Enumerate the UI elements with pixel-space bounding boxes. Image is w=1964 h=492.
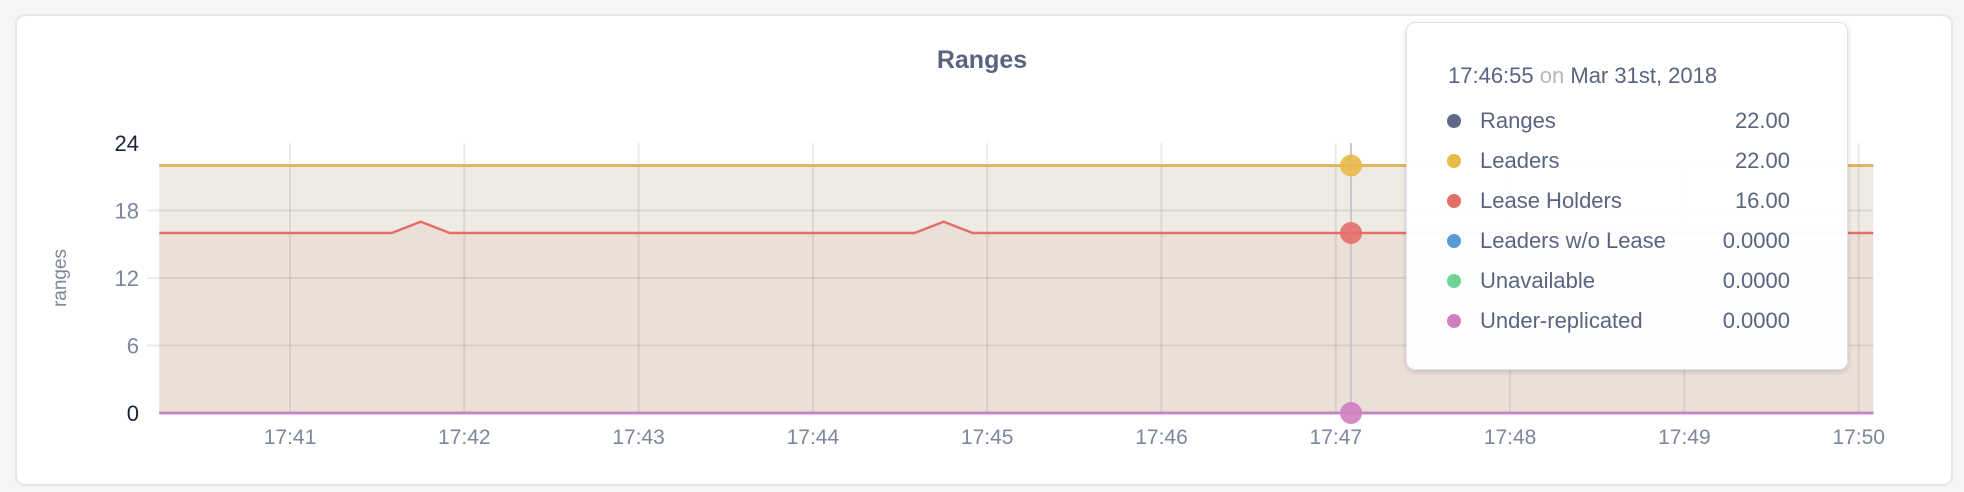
tooltip-value: 16.00: [1734, 188, 1790, 213]
tooltip-date: Mar 31st, 2018: [1570, 63, 1718, 88]
tooltip-row: Under-replicated 0.0000: [1407, 301, 1847, 341]
tooltip-value: 0.0000: [1722, 228, 1790, 253]
y-tick-label: 12: [115, 266, 139, 291]
x-tick-label: 17:41: [264, 426, 317, 449]
tooltip-time: 17:46:55: [1448, 63, 1534, 88]
tooltip-on: on: [1539, 63, 1565, 88]
legend-dot-icon: [1447, 274, 1461, 288]
legend-dot-icon: [1447, 314, 1461, 328]
x-tick-label: 17:45: [961, 426, 1014, 449]
tooltip-row: Leaders w/o Lease 0.0000: [1407, 221, 1847, 261]
tooltip-row: Unavailable 0.0000: [1407, 261, 1847, 301]
x-tick-label: 17:42: [438, 426, 491, 449]
hover-point: [1340, 402, 1362, 424]
y-tick-label: 6: [127, 334, 139, 359]
tooltip-title: 17:46:55 on Mar 31st, 2018: [1448, 63, 1717, 89]
tooltip-value: 22.00: [1734, 148, 1790, 173]
y-axis-label: ranges: [50, 249, 71, 307]
tooltip-row: Leaders 22.00: [1407, 141, 1847, 181]
legend-dot-icon: [1447, 194, 1461, 208]
hover-point: [1340, 222, 1362, 244]
series-line-2: [159, 220, 1874, 235]
legend-dot-icon: [1447, 234, 1461, 248]
tooltip-value: 22.00: [1734, 108, 1790, 133]
y-tick-label: 24: [115, 131, 139, 156]
y-tick-label: 18: [115, 199, 139, 224]
x-tick-label: 17:46: [1135, 426, 1188, 449]
legend-dot-icon: [1447, 154, 1461, 168]
tooltip-value: 0.0000: [1722, 308, 1790, 333]
tooltip-row: Ranges 22.00: [1407, 101, 1847, 141]
hover-tooltip: 17:46:55 on Mar 31st, 2018 Ranges 22.00 Le…: [1406, 22, 1848, 370]
tooltip-label: Under-replicated: [1480, 308, 1643, 333]
x-tick-label: 17:49: [1658, 426, 1711, 449]
tooltip-label: Lease Holders: [1480, 188, 1622, 213]
x-tick-label: 17:48: [1484, 426, 1537, 449]
hover-point: [1340, 154, 1362, 177]
legend-dot-icon: [1447, 114, 1461, 128]
tooltip-label: Unavailable: [1480, 268, 1595, 293]
chart-title: Ranges: [936, 46, 1028, 74]
x-tick-label: 17:43: [612, 426, 665, 449]
tooltip-row: Lease Holders 16.00: [1407, 181, 1847, 221]
y-tick-label: 0: [127, 401, 139, 426]
tooltip-label: Leaders w/o Lease: [1480, 228, 1666, 253]
tooltip-value: 0.0000: [1722, 268, 1790, 293]
x-tick-label: 17:50: [1832, 426, 1885, 449]
x-tick-label: 17:47: [1310, 426, 1363, 449]
x-tick-label: 17:44: [787, 426, 840, 449]
tooltip-label: Ranges: [1480, 108, 1556, 133]
tooltip-label: Leaders: [1480, 148, 1560, 173]
